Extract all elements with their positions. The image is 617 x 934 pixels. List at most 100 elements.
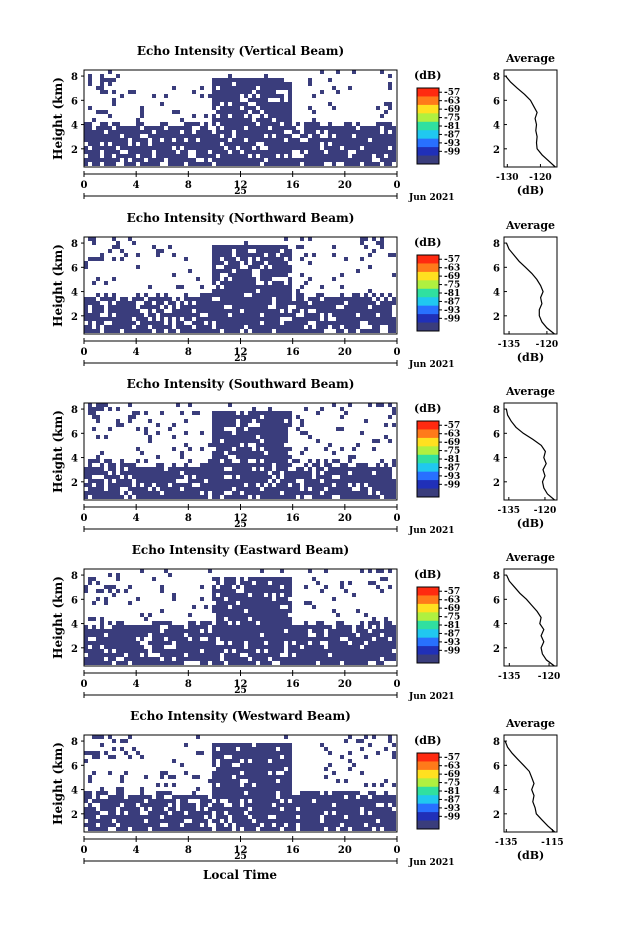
heatmap-cell [288, 641, 292, 645]
heatmap-cell [364, 487, 368, 491]
heatmap-cell [336, 823, 340, 827]
heatmap-cell [300, 815, 304, 819]
heatmap-cell [324, 823, 328, 827]
heatmap-cell [332, 633, 336, 637]
heatmap-cell [296, 297, 300, 301]
heatmap-cell [324, 803, 328, 807]
heatmap-cell [348, 803, 352, 807]
heatmap-cell [304, 475, 308, 479]
heatmap-cell [224, 423, 228, 427]
heatmap-cell [192, 467, 196, 471]
heatmap-cell [148, 297, 152, 301]
heatmap-cell [276, 589, 280, 593]
heatmap-cell [296, 641, 300, 645]
heatmap-cell [364, 827, 368, 831]
heatmap-cell [188, 495, 192, 499]
heatmap-cell [260, 747, 264, 751]
heatmap-cell [92, 653, 96, 657]
heatmap-cell [344, 779, 348, 783]
heatmap-cell [132, 158, 136, 162]
heatmap-cell [272, 138, 276, 142]
heatmap-cell [216, 78, 220, 82]
heatmap-cell [252, 629, 256, 633]
heatmap-cell [184, 122, 188, 126]
heatmap-cell [388, 82, 392, 86]
heatmap-cell [220, 289, 224, 293]
heatmap-cell [180, 641, 184, 645]
heatmap-cell [200, 305, 204, 309]
heatmap-cell [384, 487, 388, 491]
heatmap-cell [176, 495, 180, 499]
heatmap-cell [132, 795, 136, 799]
heatmap-cell [240, 763, 244, 767]
heatmap-cell [164, 661, 168, 665]
heatmap-cell [84, 645, 88, 649]
heatmap-cell [204, 495, 208, 499]
heatmap-cell [216, 435, 220, 439]
heatmap-cell [220, 585, 224, 589]
heatmap-cell [176, 795, 180, 799]
heatmap-cell [128, 755, 132, 759]
heatmap-cell [248, 463, 252, 467]
heatmap-cell [156, 142, 160, 146]
heatmap-cell [216, 755, 220, 759]
heatmap-cell [328, 795, 332, 799]
profile-y-tick-label: 6 [493, 595, 500, 606]
heatmap-cell [92, 629, 96, 633]
heatmap-cell [372, 795, 376, 799]
heatmap-cell [96, 257, 100, 261]
heatmap-cell [288, 775, 292, 779]
heatmap-cell [300, 823, 304, 827]
heatmap-cell [244, 277, 248, 281]
heatmap-cell [236, 597, 240, 601]
heatmap-cell [116, 158, 120, 162]
heatmap-cell [204, 661, 208, 665]
x-tick-label: 4 [133, 180, 140, 191]
heatmap-cell [124, 815, 128, 819]
heatmap-cell [232, 803, 236, 807]
heatmap-cell [88, 815, 92, 819]
heatmap-cell [244, 439, 248, 443]
heatmap-cell [252, 637, 256, 641]
heatmap-cell [304, 407, 308, 411]
heatmap-cell [256, 795, 260, 799]
heatmap-cell [376, 325, 380, 329]
heatmap-cell [232, 122, 236, 126]
y-axis-label: Height (km) [51, 77, 65, 160]
heatmap-cell [376, 641, 380, 645]
heatmap-cell [308, 78, 312, 82]
heatmap-cell [148, 321, 152, 325]
heatmap-cell [272, 819, 276, 823]
colorbar-segment [417, 280, 439, 289]
heatmap-cell [152, 321, 156, 325]
heatmap-cell [116, 245, 120, 249]
heatmap-cell [352, 495, 356, 499]
heatmap-cell [160, 649, 164, 653]
heatmap-cell [248, 605, 252, 609]
heatmap-cell [184, 329, 188, 333]
heatmap-cell [260, 249, 264, 253]
heatmap-cell [240, 609, 244, 613]
heatmap-cell [388, 811, 392, 815]
y-tick-label: 4 [71, 121, 78, 132]
heatmap-cell [216, 126, 220, 130]
heatmap-cell [116, 479, 120, 483]
heatmap-cell [200, 795, 204, 799]
heatmap-cell [144, 491, 148, 495]
heatmap-cell [360, 815, 364, 819]
heatmap-cell [268, 443, 272, 447]
heatmap-cell [88, 819, 92, 823]
heatmap-cell [224, 479, 228, 483]
heatmap-cell [384, 479, 388, 483]
heatmap-cell [260, 495, 264, 499]
heatmap-cell [244, 617, 248, 621]
heatmap-cell [204, 142, 208, 146]
heatmap-cell [220, 411, 224, 415]
heatmap-cell [184, 463, 188, 467]
heatmap-cell [300, 629, 304, 633]
heatmap-cell [236, 134, 240, 138]
date-label: Jun 2021 [408, 360, 455, 370]
heatmap-cell [184, 799, 188, 803]
heatmap-cell [308, 483, 312, 487]
heatmap-cell [152, 629, 156, 633]
